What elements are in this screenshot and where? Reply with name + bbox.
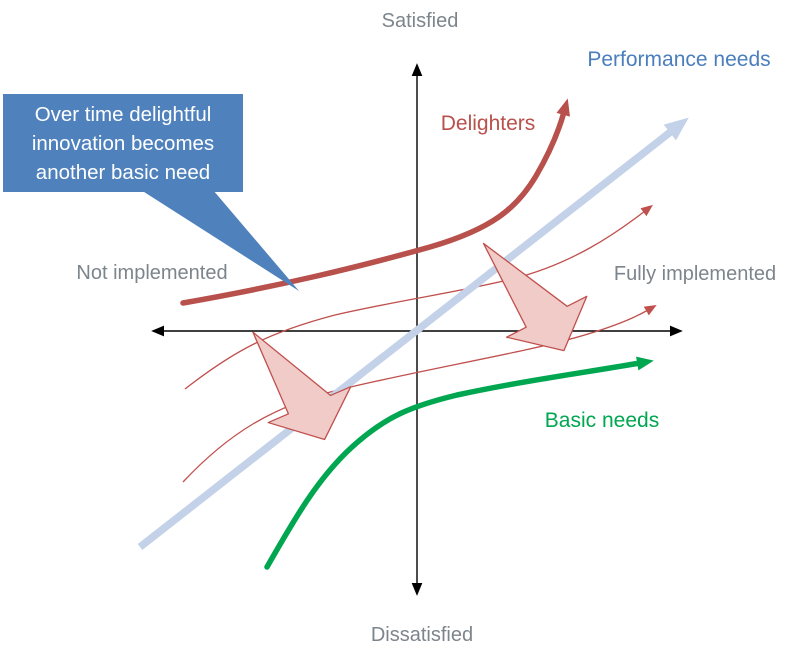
migration-block-arrow-left (252, 331, 352, 441)
callout-line-3: another basic need (35, 160, 211, 184)
axis-label-fully-implemented: Fully implemented (613, 263, 777, 285)
basic-needs-label: Basic needs (544, 409, 660, 432)
axis-label-dissatisfied: Dissatisfied (370, 624, 474, 646)
basic-needs-curve (264, 356, 654, 570)
axis-label-satisfied: Satisfied (381, 10, 459, 32)
callout-line-2: innovation becomes (31, 131, 215, 155)
performance-needs-line (137, 117, 689, 550)
migrating-curve-upper (184, 204, 653, 390)
migration-block-arrow-right (482, 242, 588, 352)
axis-label-not-implemented: Not implemented (76, 262, 228, 284)
delighters-label: Delighters (440, 112, 536, 135)
migrating-curve-lower (182, 305, 657, 483)
callout-line-1: Over time delightful (34, 102, 212, 126)
callout-pointer (141, 190, 299, 291)
performance-needs-label: Performance needs (587, 48, 771, 71)
callout-box: Over time delightful innovation becomes … (3, 94, 243, 192)
